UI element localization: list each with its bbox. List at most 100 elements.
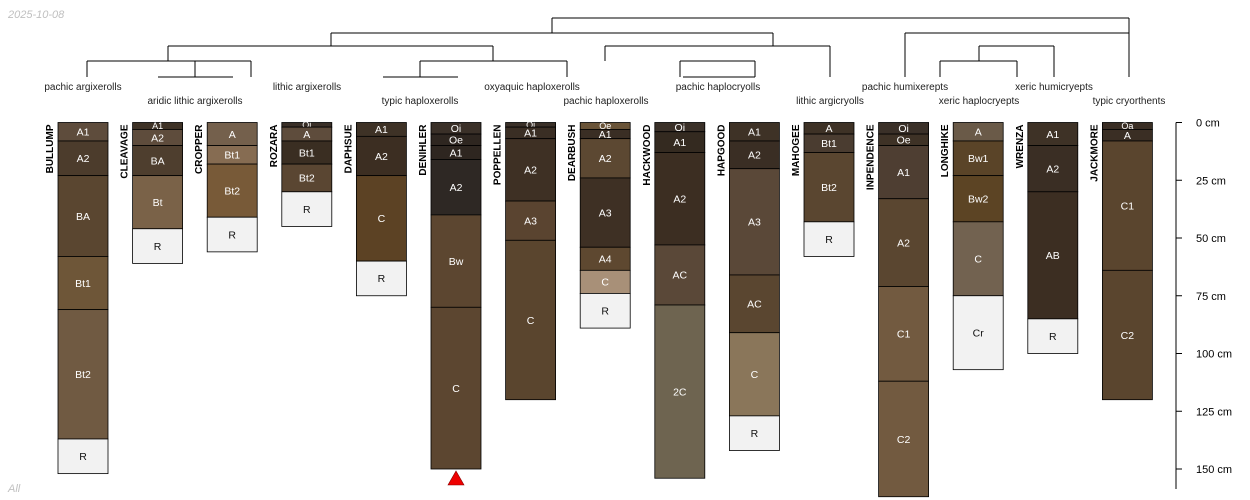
horizon-a3 bbox=[579, 177, 631, 248]
horizon-label: Oi bbox=[451, 123, 462, 135]
profile-longhike: LONGHIKE A Bw1 Bw2 C Cr bbox=[940, 122, 1004, 371]
group-label-typic-haploxerolls: typic haploxerolls bbox=[382, 96, 459, 107]
horizon-label: A bbox=[975, 127, 982, 139]
horizon-label: A2 bbox=[450, 182, 463, 194]
date-stamp: 2025-10-08 bbox=[7, 9, 65, 21]
horizon-a2 bbox=[355, 135, 407, 177]
horizon-label: A2 bbox=[151, 132, 164, 144]
profile-hapgood: HAPGOOD A1 A2 A3 AC C R bbox=[716, 122, 780, 451]
horizon-label: A2 bbox=[748, 150, 761, 162]
horizon-label: A bbox=[825, 123, 832, 135]
depth-tick-label: 50 cm bbox=[1196, 233, 1226, 245]
horizon-label: A bbox=[1124, 130, 1131, 142]
horizon-label: C1 bbox=[897, 329, 911, 341]
profile-name: CROPPER bbox=[194, 124, 205, 174]
horizon-label: R bbox=[154, 241, 162, 253]
profile-name: CLEAVAGE bbox=[120, 124, 131, 178]
profile-name: DEARBUSH bbox=[567, 125, 578, 182]
profile-name: POPPELLEN bbox=[493, 125, 504, 186]
horizon-c2 bbox=[878, 380, 929, 498]
horizon-label: C1 bbox=[1121, 200, 1135, 212]
horizon-c1 bbox=[878, 286, 929, 382]
horizon-c bbox=[729, 332, 780, 417]
horizon-label: Bw1 bbox=[968, 153, 989, 165]
horizon-label: Bw2 bbox=[968, 194, 989, 206]
subset-label: All bbox=[7, 483, 21, 495]
horizon-label: C2 bbox=[1121, 330, 1135, 342]
horizon-label: A1 bbox=[599, 129, 612, 141]
profile-hackwood: HACKWOOD Oi A1 A2 AC 2C bbox=[642, 122, 706, 479]
profile-bullump: BULLUMP A1 A2 BA Bt1 Bt2 R bbox=[45, 122, 109, 475]
profile-name: DENIHLER bbox=[418, 124, 429, 176]
horizon-a2 bbox=[430, 159, 482, 216]
horizon-label: AC bbox=[673, 270, 688, 282]
horizon-label: A3 bbox=[524, 215, 537, 227]
horizon-label: R bbox=[601, 306, 609, 318]
horizon-ab bbox=[1027, 191, 1079, 320]
horizon-label: Oi bbox=[675, 122, 686, 134]
horizon-label: R bbox=[79, 451, 87, 463]
horizon-r bbox=[1027, 318, 1079, 354]
horizon-c bbox=[952, 221, 1004, 297]
horizon-bt1 bbox=[57, 256, 109, 311]
horizon-label: Oe bbox=[449, 135, 463, 147]
horizon-bw2 bbox=[952, 175, 1004, 223]
horizon-r bbox=[729, 415, 780, 451]
group-label-lithic-argicryolls: lithic argicryolls bbox=[796, 96, 864, 107]
horizon-label: BA bbox=[151, 155, 165, 167]
horizon-label: R bbox=[303, 204, 311, 216]
horizon-bt bbox=[132, 175, 184, 230]
horizon-label: C2 bbox=[897, 434, 911, 446]
horizon-label: A1 bbox=[897, 167, 910, 179]
depth-tick-label: 0 cm bbox=[1196, 118, 1220, 130]
profile-mahogee: MAHOGEE A Bt1 Bt2 R bbox=[791, 122, 855, 257]
horizon-label: A2 bbox=[599, 153, 612, 165]
horizon-label: A2 bbox=[897, 237, 910, 249]
group-label-aridic-lithic-argixerolls: aridic lithic argixerolls bbox=[147, 96, 242, 107]
horizon-label: R bbox=[378, 273, 386, 285]
horizon-a2 bbox=[57, 140, 109, 177]
horizon-r bbox=[803, 221, 855, 257]
profile-daphsue: DAPHSUE A1 A2 C R bbox=[343, 122, 407, 297]
horizon-label: C bbox=[378, 213, 386, 225]
profile-name: DAPHSUE bbox=[343, 124, 354, 173]
horizon-label: C bbox=[452, 383, 460, 395]
group-label-typic-cryorthents: typic cryorthents bbox=[1093, 96, 1166, 107]
horizon-label: A1 bbox=[673, 137, 686, 149]
horizon-label: AB bbox=[1046, 250, 1060, 262]
horizon-label: A4 bbox=[599, 254, 612, 266]
horizon-label: A2 bbox=[524, 165, 537, 177]
horizon-label: A2 bbox=[375, 151, 388, 163]
horizon-label: Bt1 bbox=[299, 147, 315, 159]
horizon-bt2 bbox=[281, 163, 333, 193]
group-label-pachic-argixerolls: pachic argixerolls bbox=[44, 82, 121, 93]
group-label-pachic-haploxerolls: pachic haploxerolls bbox=[563, 96, 648, 107]
horizon-ac bbox=[729, 274, 780, 334]
horizon-label: Oi bbox=[898, 123, 909, 135]
horizon-label: C bbox=[751, 369, 759, 381]
horizon-label: A3 bbox=[748, 217, 761, 229]
horizon-label: Oa bbox=[1121, 121, 1133, 131]
profile-wrenza: WRENZA A1 A2 AB R bbox=[1015, 122, 1079, 354]
profile-name: LONGHIKE bbox=[940, 124, 951, 177]
horizon-label: A1 bbox=[748, 127, 761, 139]
profile-name: BULLUMP bbox=[45, 124, 56, 173]
horizon-label: Bw bbox=[449, 256, 464, 268]
horizon-ba bbox=[57, 175, 109, 257]
profile-jackmore: JACKMORE OaA C1 C2 bbox=[1089, 121, 1153, 401]
horizon-bt2 bbox=[206, 163, 258, 218]
horizon-label: Bt1 bbox=[224, 150, 240, 162]
profile-cropper: CROPPER A Bt1 Bt2 R bbox=[194, 122, 258, 253]
horizon-c bbox=[430, 306, 482, 470]
horizon-c2 bbox=[1102, 269, 1153, 401]
horizon-label: Cr bbox=[973, 327, 985, 339]
horizon-label: A1 bbox=[152, 121, 163, 131]
horizon-a3 bbox=[729, 168, 780, 276]
horizon-label: A bbox=[229, 129, 236, 141]
profile-name: WRENZA bbox=[1015, 125, 1026, 169]
depth-truncation-marker bbox=[447, 470, 465, 486]
horizon-r bbox=[281, 191, 333, 227]
horizon-label: A1 bbox=[77, 127, 90, 139]
